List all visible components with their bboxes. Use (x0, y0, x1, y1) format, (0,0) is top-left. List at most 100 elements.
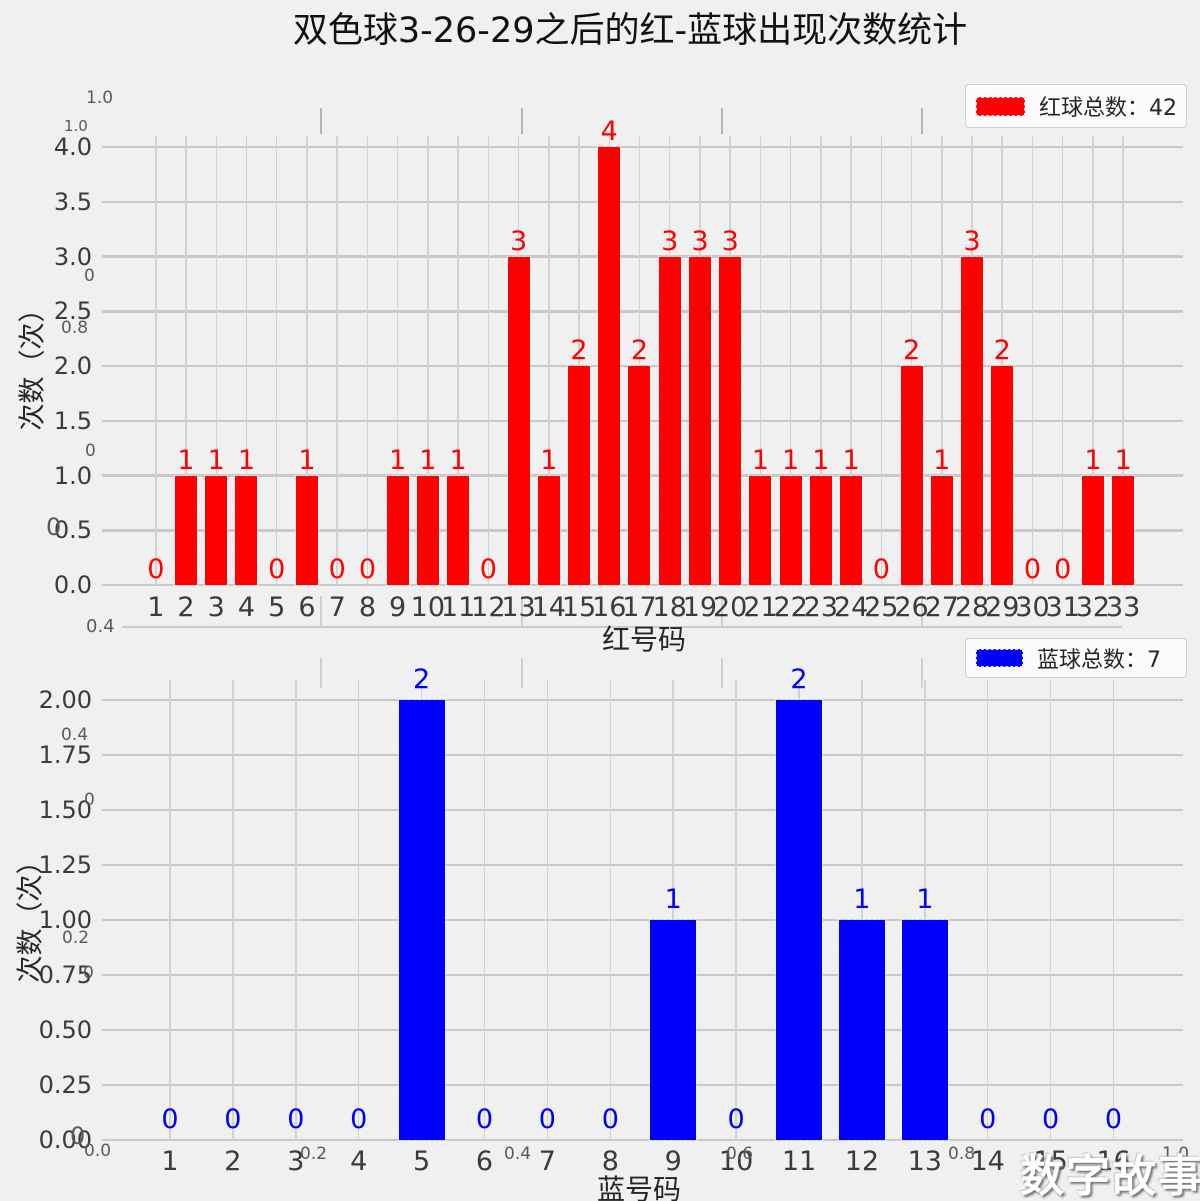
blue-vgridline (735, 680, 737, 1140)
stray-axis-label: 0.4 (504, 1144, 532, 1164)
red-vgridline (578, 136, 580, 585)
blue-xtick-label: 13 (907, 1146, 942, 1177)
red-vgridline (155, 136, 157, 585)
blue-bar-value-label: 0 (979, 1104, 997, 1135)
stray-tick (921, 108, 923, 134)
red-xtick-label: 14 (531, 592, 566, 623)
red-bar-value-label: 0 (872, 554, 890, 585)
blue-ytick-label: 1.50 (38, 796, 92, 824)
red-vgridline (941, 136, 943, 585)
red-vgridline (306, 136, 308, 585)
red-legend-swatch (976, 96, 1025, 116)
red-bar-value-label: 1 (751, 444, 769, 476)
blue-xtick-label: 11 (781, 1146, 817, 1177)
red-xtick-label: 9 (389, 592, 407, 623)
red-vgridline (427, 136, 429, 585)
blue-ytick-label: 0.75 (38, 961, 92, 989)
stray-gridline-vertical (721, 658, 723, 688)
red-bar-value-label: 2 (630, 335, 649, 366)
red-bar-value-label: 1 (540, 444, 558, 476)
blue-hgridline (102, 753, 1183, 757)
stray-axis-label: 0.2 (300, 1144, 328, 1164)
red-bar-value-label: 0 (358, 554, 376, 585)
red-ytick-label: 0.5 (53, 516, 92, 545)
red-vgridline (789, 136, 792, 585)
stray-axis-label: 0 (84, 790, 95, 810)
red-bar (808, 474, 833, 586)
red-xtick-label: 17 (622, 592, 657, 623)
blue-xtick-label: 8 (601, 1146, 619, 1177)
red-vgridline (487, 136, 490, 585)
blue-xtick-label: 7 (538, 1146, 556, 1177)
red-vgridline (215, 136, 217, 585)
red-bar-value-label: 0 (1054, 554, 1072, 585)
blue-hgridline (102, 698, 1183, 702)
stray-axis-label: 1.0 (64, 117, 88, 135)
red-bar (718, 255, 743, 586)
red-bar-value-label: 3 (963, 225, 981, 257)
blue-bar-value-label: 1 (853, 884, 871, 915)
red-bar-value-label: 2 (902, 335, 921, 366)
blue-bar-value-label: 0 (161, 1104, 179, 1135)
red-vgridline (910, 136, 913, 585)
blue-bar (837, 919, 886, 1141)
stray-tick (521, 108, 523, 134)
blue-bar (397, 699, 446, 1141)
blue-xtick-label: 9 (664, 1146, 682, 1177)
blue-vgridline (357, 680, 360, 1140)
blue-bar-value-label: 0 (538, 1104, 556, 1135)
red-vgridline (366, 136, 369, 585)
red-bar (294, 474, 319, 586)
blue-bar-value-label: 2 (413, 664, 431, 695)
stray-gridline-horizontal (122, 626, 1122, 628)
red-xtick-label: 15 (561, 592, 597, 623)
red-bar-value-label: 0 (1023, 554, 1042, 585)
red-xtick-label: 10 (410, 592, 446, 623)
red-xtick-label: 32 (1075, 592, 1111, 623)
red-bar-value-label: 1 (782, 444, 800, 476)
red-bar-value-label: 2 (570, 335, 588, 366)
stray-axis-label: 0.6 (726, 1144, 754, 1164)
red-xtick-label: 28 (954, 592, 990, 623)
blue-xtick-label: 1 (161, 1146, 179, 1177)
blue-hgridline (102, 1083, 1183, 1087)
red-bar (778, 474, 803, 586)
blue-xtick-label: 5 (413, 1146, 431, 1177)
red-bar-value-label: 1 (389, 444, 407, 476)
red-bar-value-label: 1 (1084, 444, 1102, 476)
red-vgridline (245, 136, 248, 585)
blue-xtick-label: 16 (1096, 1146, 1131, 1177)
blue-bar (900, 919, 949, 1141)
stray-gridline-vertical (320, 596, 322, 628)
red-xtick-label: 22 (773, 592, 808, 623)
blue-xaxis-title: 蓝号码 (596, 1173, 682, 1201)
stray-axis-label: 0 (46, 513, 62, 541)
red-bar-value-label: 1 (207, 444, 225, 476)
stray-gridline-vertical (921, 658, 923, 688)
red-xtick-label: 11 (440, 592, 476, 623)
stray-axis-label: 0.2 (62, 928, 90, 948)
red-xtick-label: 2 (177, 592, 195, 623)
stray-axis-label: 0.4 (86, 616, 115, 637)
red-ytick-label: 2.5 (53, 297, 92, 326)
stray-axis-label: 1.0 (1162, 1144, 1190, 1164)
blue-bar-value-label: 2 (790, 664, 808, 695)
red-vgridline (1061, 136, 1064, 585)
red-vgridline (880, 136, 883, 585)
red-bar-value-label: 1 (933, 444, 951, 476)
red-xtick-label: 16 (592, 592, 627, 623)
blue-vgridline (986, 680, 989, 1140)
red-bar (446, 474, 471, 586)
blue-legend: 蓝球总数：7 (965, 638, 1187, 678)
red-bar-value-label: 1 (449, 444, 467, 476)
red-xtick-label: 1 (147, 592, 165, 623)
blue-legend-swatch (976, 649, 1023, 667)
red-xtick-label: 12 (471, 592, 506, 623)
stray-axis-label: 0 (85, 441, 96, 461)
red-ytick-label: 2.0 (53, 352, 92, 380)
red-bar-value-label: 0 (147, 554, 165, 585)
red-ytick-label: 1.5 (53, 406, 92, 435)
red-xtick-label: 26 (894, 592, 929, 623)
stray-tick (320, 108, 322, 134)
